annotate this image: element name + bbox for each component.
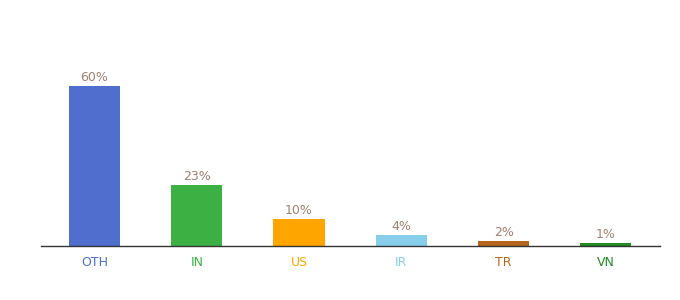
Text: 23%: 23% (183, 169, 211, 182)
Bar (171, 185, 222, 246)
Text: 2%: 2% (494, 226, 513, 238)
Text: 60%: 60% (80, 71, 108, 84)
Bar (376, 235, 427, 246)
Bar (478, 241, 529, 246)
Bar (580, 243, 632, 246)
Bar (69, 86, 120, 246)
Text: 4%: 4% (392, 220, 411, 233)
Text: 1%: 1% (596, 228, 616, 241)
Text: 10%: 10% (285, 204, 313, 217)
Bar (273, 219, 324, 246)
